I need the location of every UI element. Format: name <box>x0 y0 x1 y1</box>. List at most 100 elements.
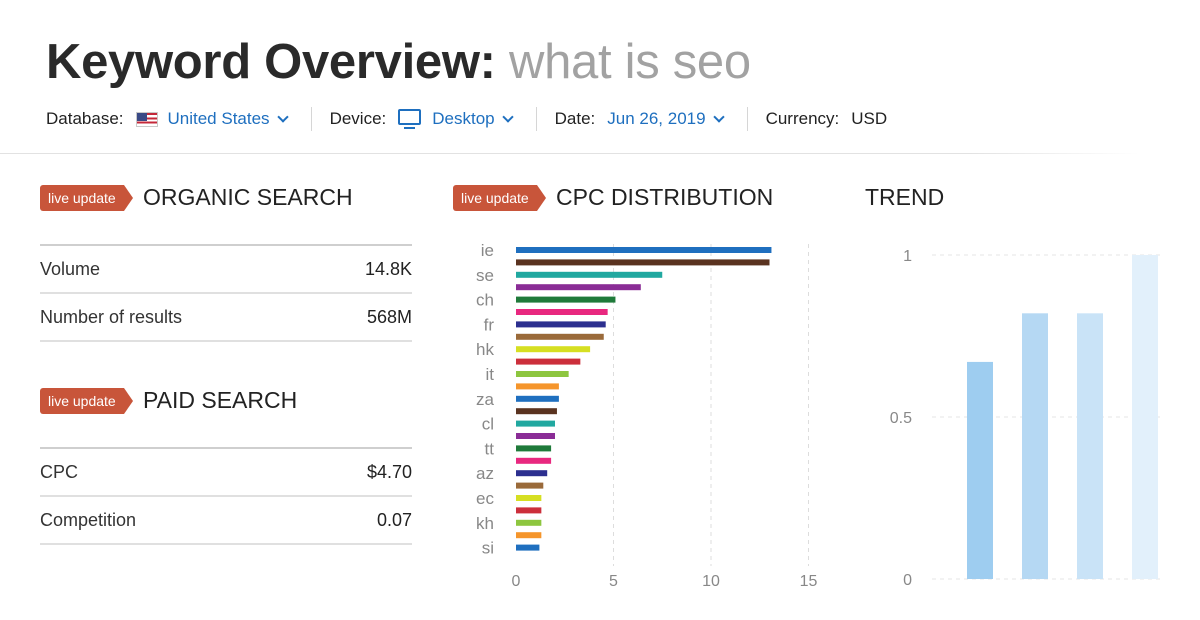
table-row: Volume 14.8K <box>40 246 412 294</box>
cpc-bar <box>516 507 542 514</box>
filter-separator <box>535 107 537 131</box>
filter-separator <box>746 107 748 131</box>
trend-bar <box>1132 255 1158 579</box>
cpc-bar <box>516 383 559 390</box>
x-tick-label: 15 <box>800 573 818 590</box>
database-filter: Database: United States <box>46 109 293 129</box>
cpc-bar <box>516 420 555 427</box>
live-update-badge: live update <box>453 185 546 211</box>
currency-label: Currency: <box>765 109 840 128</box>
trend-bar <box>967 361 993 579</box>
cpc-bar <box>516 445 552 452</box>
cpc-bar <box>516 321 606 328</box>
filter-separator <box>310 107 312 131</box>
cpc-bar <box>516 395 559 402</box>
date-dropdown[interactable]: Jun 26, 2019 <box>607 109 728 129</box>
page-title: Keyword Overview: what is seo <box>46 34 751 90</box>
currency-filter: Currency: USD <box>766 109 888 129</box>
country-label: tt <box>485 439 495 458</box>
country-label: za <box>476 390 495 409</box>
country-label: hk <box>476 340 494 359</box>
cpc-bar <box>516 333 604 340</box>
live-update-badge: live update <box>40 185 133 211</box>
country-label: az <box>476 464 494 483</box>
cpc-bar <box>516 433 555 439</box>
metric-value: 0.07 <box>376 509 412 530</box>
organic-search-table: Volume 14.8K Number of results 568M <box>40 244 412 342</box>
cpc-bar <box>516 470 548 477</box>
filter-bar: Database: United States Device: Desktop … <box>46 106 887 132</box>
currency-value: USD <box>851 109 888 128</box>
trend-chart: 10.50 <box>890 248 1160 589</box>
cpc-distribution-chart: 0 5 10 15 ie se ch fr hk it za cl tt az ec kh si <box>476 241 818 590</box>
metric-label: CPC <box>40 461 79 482</box>
trend-bar <box>1022 313 1048 579</box>
cpc-distribution-title: CPC DISTRIBUTION <box>556 184 774 210</box>
header-divider <box>0 153 1140 154</box>
cpc-bar <box>516 532 542 539</box>
cpc-bar <box>516 371 569 377</box>
country-label: se <box>476 266 494 285</box>
desktop-icon <box>398 109 422 129</box>
device-value[interactable]: Desktop <box>432 109 495 128</box>
cpc-bar <box>516 482 544 489</box>
x-tick-label: 10 <box>702 573 720 590</box>
x-tick-label: 0 <box>512 573 521 590</box>
country-label: kh <box>476 514 494 533</box>
metric-label: Competition <box>40 509 137 530</box>
metric-value: $4.70 <box>366 461 412 482</box>
cpc-bar <box>516 495 542 501</box>
device-filter: Device: Desktop <box>330 109 518 129</box>
y-tick-label: 1 <box>903 248 912 265</box>
metric-label: Number of results <box>40 306 183 327</box>
organic-search-title: ORGANIC SEARCH <box>143 184 353 210</box>
cpc-bar <box>516 544 540 551</box>
chevron-down-icon[interactable] <box>712 110 725 123</box>
date-filter: Date: Jun 26, 2019 <box>555 109 729 129</box>
cpc-bar <box>516 519 542 526</box>
paid-search-table: CPC $4.70 Competition 0.07 <box>40 447 412 545</box>
cpc-bar <box>516 271 663 278</box>
live-update-badge: live update <box>40 388 133 414</box>
table-row: Competition 0.07 <box>40 497 412 545</box>
metric-label: Volume <box>40 258 101 279</box>
country-label: it <box>486 365 495 384</box>
metric-value: 14.8K <box>364 258 412 279</box>
us-flag-icon <box>135 111 158 127</box>
country-label: ie <box>481 241 494 260</box>
cpc-bar <box>516 358 581 365</box>
table-row: CPC $4.70 <box>40 449 412 497</box>
country-label: si <box>482 539 494 558</box>
chevron-down-icon[interactable] <box>276 110 289 123</box>
page-title-label: Keyword Overview: <box>46 35 496 89</box>
date-label: Date: <box>554 109 596 128</box>
country-label: fr <box>484 315 495 334</box>
cpc-bar <box>516 309 608 315</box>
country-label: cl <box>482 415 494 434</box>
country-label: ch <box>476 291 494 310</box>
search-query: what is seo <box>509 35 751 89</box>
cpc-bar <box>516 457 552 464</box>
device-dropdown[interactable]: Desktop <box>398 109 517 129</box>
trend-bar <box>1077 313 1103 579</box>
country-label: ec <box>476 489 494 508</box>
date-value[interactable]: Jun 26, 2019 <box>607 109 706 128</box>
database-label: Database: <box>46 109 124 128</box>
database-value[interactable]: United States <box>167 109 270 128</box>
paid-search-title: PAID SEARCH <box>143 387 298 413</box>
metric-value: 568M <box>366 306 412 327</box>
y-tick-label: 0.5 <box>890 410 912 427</box>
device-label: Device: <box>329 109 387 128</box>
cpc-bar <box>516 284 641 291</box>
cpc-bar <box>516 296 616 303</box>
cpc-bar <box>516 247 772 253</box>
trend-title: TREND <box>865 184 945 210</box>
x-tick-label: 5 <box>609 573 618 590</box>
cpc-bar <box>516 346 591 353</box>
database-dropdown[interactable]: United States <box>135 109 293 129</box>
cpc-bar <box>516 408 557 415</box>
table-row: Number of results 568M <box>40 294 412 342</box>
y-tick-label: 0 <box>903 572 912 589</box>
chevron-down-icon[interactable] <box>501 110 514 123</box>
cpc-bar <box>516 259 770 266</box>
